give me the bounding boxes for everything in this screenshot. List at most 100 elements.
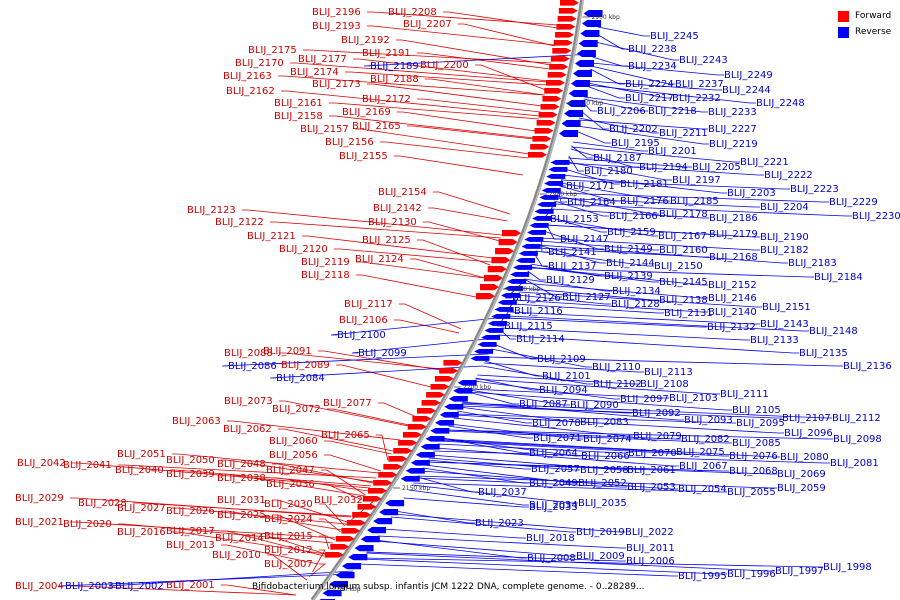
reverse-gene-label: BLIJ_2145: [659, 277, 708, 288]
reverse-leader-line: [524, 278, 562, 298]
reverse-leader-line: [108, 570, 354, 587]
forward-leader-line: [69, 585, 296, 596]
reverse-gene: [400, 476, 420, 482]
forward-gene: [434, 376, 454, 382]
reverse-gene-label: BLIJ_2168: [709, 252, 758, 263]
reverse-gene: [568, 90, 588, 97]
reverse-leader-line: [382, 528, 526, 539]
reverse-gene: [513, 265, 533, 270]
backbone-curve: [310, 0, 584, 600]
forward-gene: [367, 488, 387, 494]
forward-leader-line: [117, 464, 377, 479]
reverse-gene-label: BLIJ_2245: [650, 31, 699, 42]
forward-gene-label: BLIJ_2060: [269, 436, 318, 447]
reverse-gene: [329, 581, 349, 588]
reverse-gene-label: BLIJ_2058: [580, 465, 629, 476]
reverse-leader-line: [535, 250, 654, 267]
forward-leader-line: [457, 23, 555, 47]
forward-leader-line: [352, 58, 548, 82]
reverse-gene-label: BLIJ_2189: [370, 61, 419, 72]
reverse-leader-line: [517, 294, 611, 305]
reverse-gene-label: BLIJ_2022: [625, 527, 674, 538]
reverse-gene-label: BLIJ_2115: [504, 321, 553, 332]
reverse-leader-line: [500, 329, 516, 340]
gene-labels: BLIJ_2196 BLIJ_2208 BLIJ_2193 BLIJ_2207 BLIJ…: [15, 7, 900, 592]
reverse-gene-label: BLIJ_2211: [659, 128, 708, 139]
reverse-leader-line: [482, 365, 593, 385]
forward-gene: [426, 392, 446, 398]
forward-gene-label: BLIJ_2088: [224, 348, 273, 359]
reverse-leader-line: [394, 510, 475, 524]
reverse-leader-line: [501, 327, 750, 341]
reverse-gene-label: BLIJ_2205: [692, 162, 741, 173]
forward-gene: [330, 544, 350, 550]
reverse-leader-line: [529, 266, 708, 286]
reverse-leader-line: [486, 356, 843, 367]
reverse-gene: [477, 342, 497, 347]
tick-label: 2950 kbp: [575, 100, 603, 107]
reverse-leader-line: [506, 317, 707, 328]
forward-gene-label: BLIJ_2063: [172, 416, 221, 427]
legend-forward-label: Forward: [855, 11, 892, 21]
forward-leader-line: [335, 364, 431, 388]
forward-gene: [421, 400, 441, 406]
reverse-gene-label: BLIJ_2218: [648, 106, 697, 117]
reverse-gene-label: BLIJ_2237: [675, 79, 724, 90]
reverse-gene-label: BLIJ_2233: [708, 107, 757, 118]
reverse-leader-line: [454, 414, 784, 434]
reverse-leader-line: [566, 162, 764, 176]
forward-gene-label: BLIJ_2121: [247, 231, 296, 242]
forward-gene-label: BLIJ_2089: [281, 360, 330, 371]
reverse-leader-line: [562, 174, 727, 194]
reverse-gene: [385, 500, 405, 507]
reverse-gene-label: BLIJ_2204: [760, 202, 809, 213]
tick-label: 2250 kbp: [512, 286, 540, 293]
reverse-gene-label: BLIJ_2100: [337, 330, 386, 341]
forward-gene: [540, 104, 560, 110]
reverse-leader-line: [440, 438, 780, 458]
reverse-gene-label: BLIJ_2049: [529, 478, 578, 489]
reverse-gene: [573, 70, 593, 77]
reverse-gene: [524, 237, 544, 242]
reverse-leader-line: [543, 230, 604, 250]
reverse-leader-line: [469, 389, 570, 406]
reverse-gene: [561, 120, 581, 127]
forward-leader-line: [366, 11, 559, 26]
reverse-leader-line: [416, 477, 627, 488]
forward-gene-label: BLIJ_2169: [342, 107, 391, 118]
reverse-leader-line: [557, 189, 567, 203]
legend: Forward Reverse: [838, 8, 891, 40]
reverse-leader-line: [578, 119, 708, 130]
forward-gene-label: BLIJ_2012: [264, 545, 313, 556]
reverse-gene-label: BLIJ_2006: [626, 556, 675, 567]
reverse-gene: [580, 30, 600, 37]
reverse-gene-label: BLIJ_2064: [529, 448, 578, 459]
reverse-leader-line: [377, 535, 626, 549]
forward-gene-label: BLIJ_2142: [373, 203, 422, 214]
reverse-gene-label: BLIJ_2185: [670, 196, 719, 207]
tick-label: 2200 kbp: [463, 384, 491, 391]
reverse-leader-line: [507, 315, 809, 332]
legend-reverse-label: Reverse: [855, 27, 892, 37]
reverse-leader-line: [445, 430, 732, 444]
reverse-gene-label: BLIJ_2084: [276, 373, 325, 384]
forward-gene: [538, 112, 558, 118]
reverse-leader-line: [538, 244, 606, 264]
reverse-gene-label: BLIJ_2019: [576, 527, 625, 538]
forward-gene-label: BLIJ_2123: [187, 205, 236, 216]
reverse-gene-label: BLIJ_2206: [597, 106, 646, 117]
reverse-gene-label: BLIJ_2244: [722, 85, 771, 96]
reverse-gene: [354, 545, 374, 552]
reverse-leader-line: [408, 489, 529, 506]
reverse-swatch: [838, 26, 849, 38]
leader-lines: [58, 11, 852, 596]
reverse-leader-line: [538, 244, 788, 264]
reverse-gene-label: BLIJ_2144: [606, 258, 655, 269]
reverse-gene: [435, 420, 455, 426]
forward-gene-label: BLIJ_2042: [17, 458, 66, 469]
reverse-gene-label: BLIJ_2227: [708, 124, 757, 135]
reverse-leader-line: [462, 401, 684, 421]
reverse-leader-line: [461, 402, 832, 419]
forward-gene-label: BLIJ_2207: [403, 19, 452, 30]
forward-gene-label: BLIJ_2013: [166, 540, 215, 551]
